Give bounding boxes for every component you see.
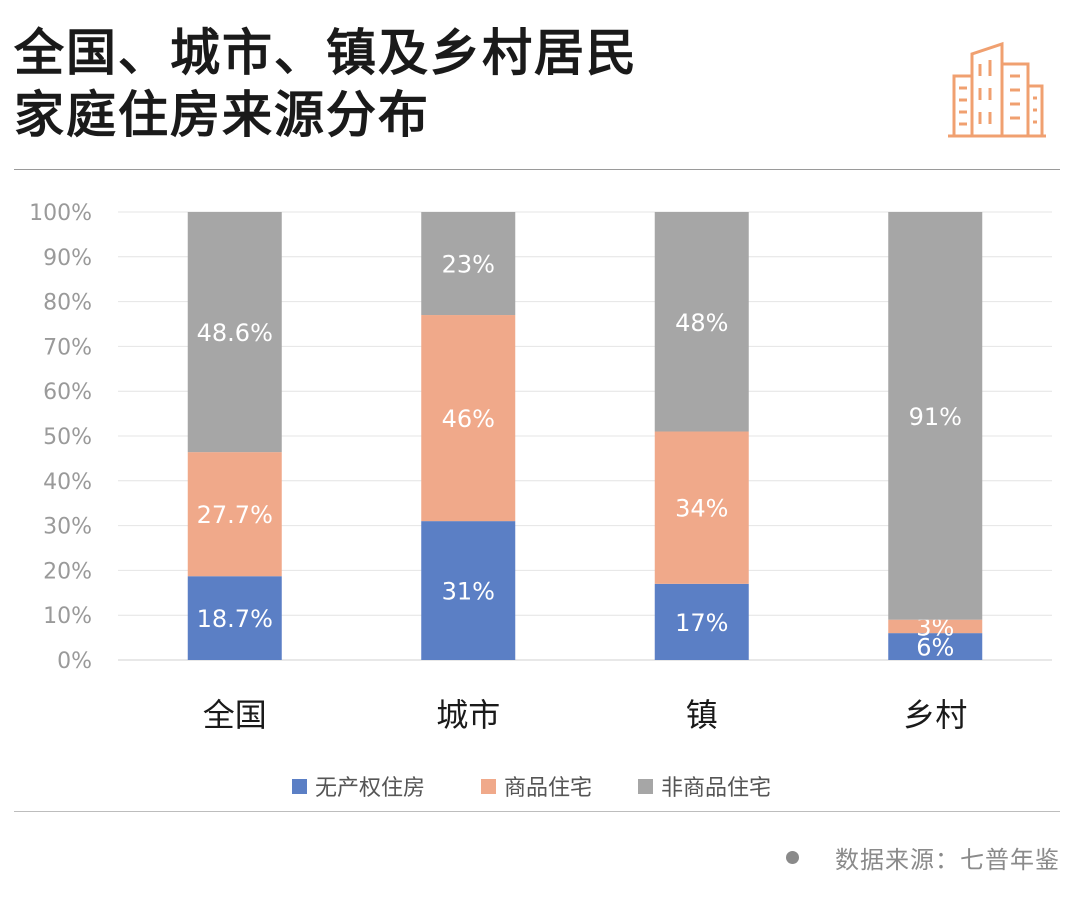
category-label: 城市	[436, 696, 500, 734]
legend-swatch-series-3	[638, 778, 653, 794]
data-label: 34%	[675, 495, 728, 523]
category-label: 乡村	[903, 696, 967, 734]
y-tick-label: 70%	[43, 335, 92, 360]
chart-title: 全国、城市、镇及乡村居民 家庭住房来源分布	[14, 22, 638, 146]
bar-segment	[421, 521, 516, 660]
data-label: 17%	[675, 609, 728, 637]
data-label: 91%	[909, 403, 962, 431]
legend-swatch-series-2	[481, 778, 496, 794]
bar-segment	[654, 583, 749, 660]
data-source-text: 数据来源：七普年鉴	[835, 846, 1060, 874]
y-tick-label: 0%	[57, 649, 92, 674]
legend-label-series-1: 无产权住房	[315, 776, 426, 801]
bar-segment	[654, 212, 749, 432]
bar-segment	[888, 212, 983, 620]
y-tick-label: 30%	[43, 515, 92, 540]
y-tick-label: 60%	[43, 380, 92, 405]
bar-segment	[654, 431, 749, 584]
legend-swatch-series-1	[292, 778, 307, 794]
bullet-icon	[786, 851, 799, 864]
legend-item-series-2: 商品住宅	[481, 770, 592, 802]
buildings-icon	[948, 41, 1046, 138]
legend-label-series-2: 商品住宅	[504, 776, 593, 801]
category-label: 镇	[686, 696, 718, 734]
legend-item-series-1: 无产权住房	[292, 770, 425, 802]
data-label: 27.7%	[197, 501, 273, 529]
data-label: 46%	[442, 405, 495, 433]
bar-segment	[888, 633, 983, 660]
data-source: 数据来源：七普年鉴	[786, 840, 1060, 875]
legend-item-series-3: 非商品住宅	[638, 770, 771, 802]
legend-label-series-3: 非商品住宅	[661, 776, 772, 801]
data-label: 48.6%	[197, 319, 273, 347]
data-label: 18.7%	[197, 605, 273, 633]
top-divider	[14, 169, 1060, 170]
bar-segment	[187, 576, 282, 660]
bar-segment	[888, 619, 983, 634]
legend: 无产权住房 商品住宅 非商品住宅	[0, 770, 1080, 804]
bar-segment	[421, 212, 516, 316]
y-tick-label: 90%	[43, 246, 92, 271]
y-tick-label: 40%	[43, 470, 92, 495]
category-label: 全国	[203, 696, 267, 734]
y-tick-label: 80%	[43, 291, 92, 316]
title-line-1: 全国、城市、镇及乡村居民	[14, 24, 638, 82]
stacked-bar-chart: 0% 10% 20% 30% 40% 50% 60% 70% 80% 90% 100% 18.7% 27…	[29, 201, 1052, 734]
bar-segment	[187, 212, 282, 453]
data-label: 31%	[442, 578, 495, 606]
bar-segment	[187, 452, 282, 577]
y-tick-label: 20%	[43, 559, 92, 584]
y-tick-label: 10%	[43, 604, 92, 629]
bottom-divider	[14, 811, 1060, 812]
bar-segment	[421, 315, 516, 522]
data-label: 6%	[916, 634, 954, 662]
y-tick-label: 50%	[43, 425, 92, 450]
data-label: 48%	[675, 309, 728, 337]
data-label: 23%	[442, 251, 495, 279]
y-tick-label: 100%	[29, 201, 92, 226]
title-line-2: 家庭住房来源分布	[14, 86, 430, 144]
